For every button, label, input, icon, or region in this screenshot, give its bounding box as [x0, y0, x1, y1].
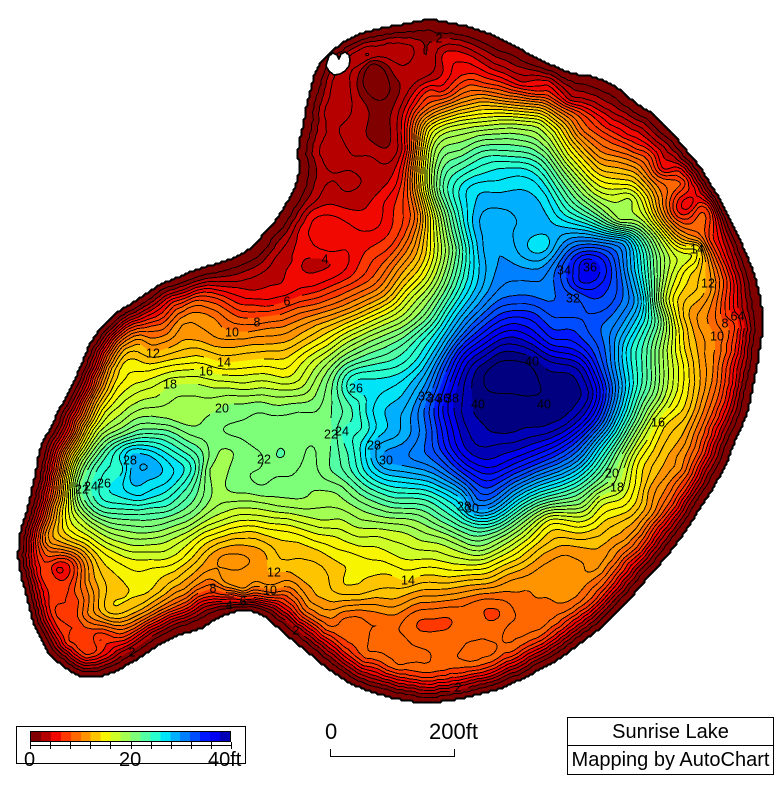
svg-text:18: 18 — [610, 480, 624, 494]
svg-text:4: 4 — [226, 598, 233, 612]
svg-text:38: 38 — [445, 391, 459, 405]
svg-text:20: 20 — [215, 401, 229, 415]
svg-text:16: 16 — [651, 415, 665, 429]
svg-text:32: 32 — [418, 389, 432, 403]
svg-text:2: 2 — [293, 623, 300, 637]
svg-text:28: 28 — [367, 438, 381, 452]
svg-text:4: 4 — [738, 309, 745, 323]
svg-text:28: 28 — [457, 499, 471, 513]
svg-text:18: 18 — [163, 377, 177, 391]
svg-text:2: 2 — [436, 31, 443, 45]
svg-text:6: 6 — [731, 309, 738, 323]
svg-text:24: 24 — [84, 479, 98, 493]
svg-text:12: 12 — [701, 276, 715, 290]
svg-text:40: 40 — [471, 397, 485, 411]
svg-text:28: 28 — [123, 453, 137, 467]
svg-text:24: 24 — [335, 424, 349, 438]
svg-text:40: 40 — [537, 397, 551, 411]
svg-text:40: 40 — [525, 354, 539, 368]
svg-text:12: 12 — [267, 565, 281, 579]
svg-text:6: 6 — [240, 594, 247, 608]
svg-text:22: 22 — [257, 452, 271, 466]
svg-text:20: 20 — [605, 466, 619, 480]
svg-text:34: 34 — [557, 263, 571, 277]
svg-text:14: 14 — [401, 573, 415, 587]
svg-text:6: 6 — [284, 294, 291, 308]
svg-text:36: 36 — [436, 391, 450, 405]
svg-text:26: 26 — [97, 476, 111, 490]
svg-text:8: 8 — [210, 581, 217, 595]
svg-text:8: 8 — [254, 315, 261, 329]
svg-text:26: 26 — [349, 381, 363, 395]
svg-text:22: 22 — [75, 482, 89, 496]
svg-text:34: 34 — [427, 391, 441, 405]
svg-text:4: 4 — [322, 252, 329, 266]
svg-text:30: 30 — [379, 453, 393, 467]
svg-text:8: 8 — [722, 316, 729, 330]
svg-text:14: 14 — [217, 355, 231, 369]
svg-text:36: 36 — [583, 260, 597, 274]
svg-text:10: 10 — [263, 583, 277, 597]
svg-text:30: 30 — [465, 501, 479, 515]
svg-text:14: 14 — [690, 242, 704, 256]
svg-text:32: 32 — [566, 291, 580, 305]
svg-text:10: 10 — [710, 329, 724, 343]
svg-text:10: 10 — [225, 325, 239, 339]
svg-text:2: 2 — [129, 645, 136, 659]
svg-text:16: 16 — [199, 364, 213, 378]
svg-text:12: 12 — [146, 346, 160, 360]
svg-text:22: 22 — [324, 427, 338, 441]
svg-text:2: 2 — [455, 680, 462, 694]
